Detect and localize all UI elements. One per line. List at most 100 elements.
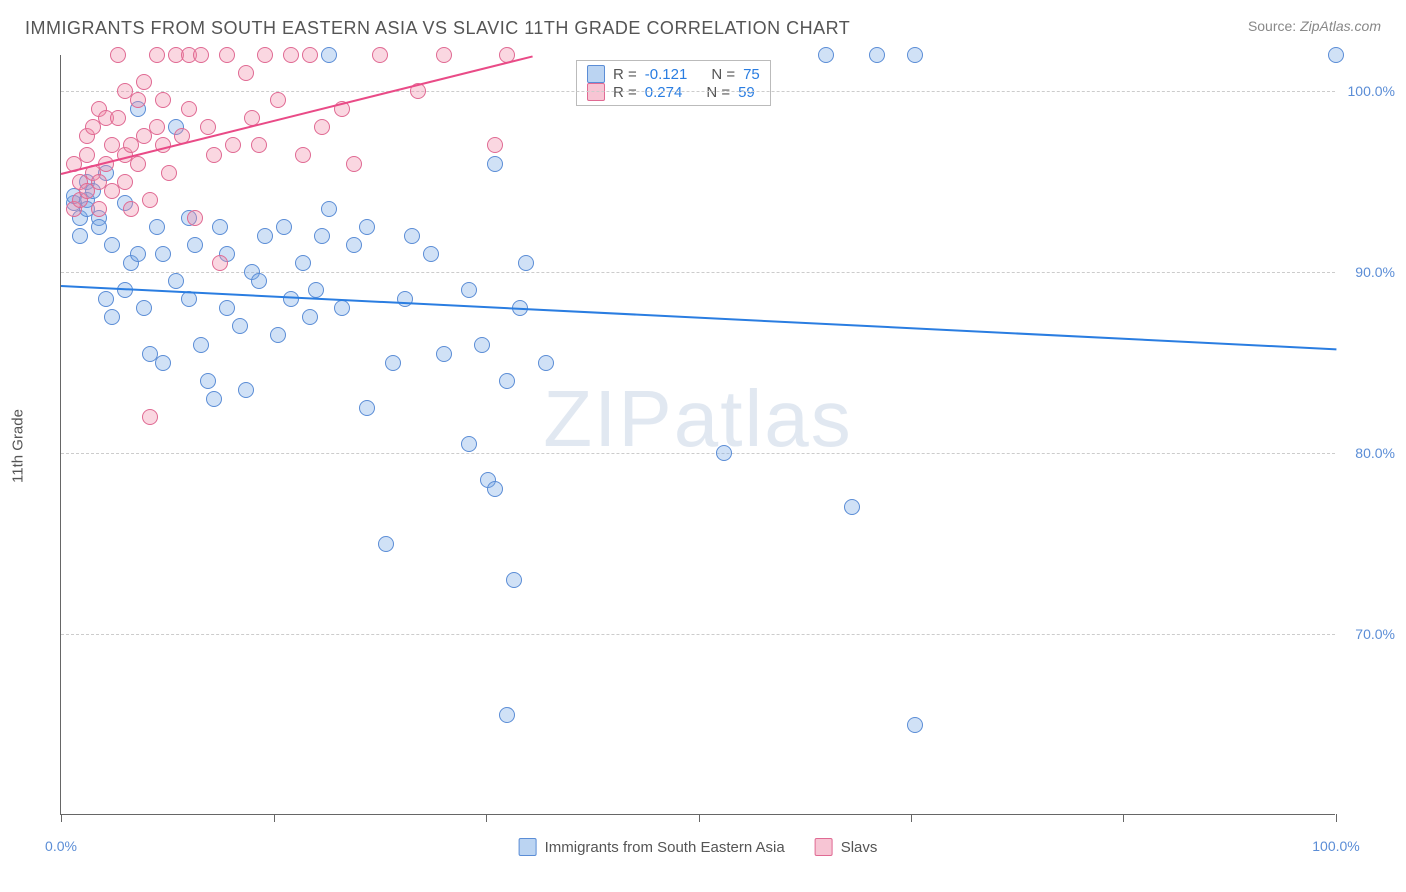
x-tick (1336, 814, 1337, 822)
scatter-point-pink (181, 101, 197, 117)
scatter-point-pink (487, 137, 503, 153)
scatter-point-pink (130, 92, 146, 108)
source-value: ZipAtlas.com (1300, 18, 1381, 34)
source-attribution: Source: ZipAtlas.com (1248, 18, 1381, 34)
scatter-point-blue (232, 318, 248, 334)
gridline (61, 453, 1335, 454)
scatter-point-blue (346, 237, 362, 253)
scatter-point-pink (314, 119, 330, 135)
x-tick (61, 814, 62, 822)
scatter-point-blue (314, 228, 330, 244)
scatter-point-blue (474, 337, 490, 353)
legend-swatch-pink (815, 838, 833, 856)
scatter-point-blue (359, 219, 375, 235)
legend-swatch-blue (587, 65, 605, 83)
scatter-point-blue (283, 291, 299, 307)
scatter-point-blue (818, 47, 834, 63)
scatter-point-blue (181, 291, 197, 307)
scatter-point-blue (155, 246, 171, 262)
scatter-point-blue (907, 717, 923, 733)
r-label: R = (613, 66, 637, 83)
scatter-point-pink (123, 201, 139, 217)
x-tick-label-max: 100.0% (1312, 838, 1359, 854)
scatter-point-pink (346, 156, 362, 172)
x-tick (699, 814, 700, 822)
scatter-point-blue (155, 355, 171, 371)
scatter-point-blue (844, 499, 860, 515)
correlation-stats-box: R =-0.121N =75R =0.274N =59 (576, 60, 771, 106)
scatter-point-blue (869, 47, 885, 63)
scatter-point-blue (907, 47, 923, 63)
scatter-point-blue (359, 400, 375, 416)
r-value: -0.121 (645, 66, 688, 83)
scatter-point-blue (251, 273, 267, 289)
trend-line-blue (61, 285, 1336, 350)
watermark: ZIPatlas (543, 373, 852, 465)
scatter-point-pink (91, 201, 107, 217)
scatter-point-pink (149, 47, 165, 63)
scatter-point-blue (136, 300, 152, 316)
n-value: 75 (743, 66, 760, 83)
x-tick-label-min: 0.0% (45, 838, 77, 854)
scatter-point-pink (136, 74, 152, 90)
scatter-point-pink (193, 47, 209, 63)
y-axis-label: 11th Grade (10, 409, 27, 483)
scatter-point-blue (487, 156, 503, 172)
scatter-point-blue (378, 536, 394, 552)
scatter-point-blue (168, 273, 184, 289)
watermark-atlas: atlas (674, 374, 853, 463)
scatter-point-pink (270, 92, 286, 108)
y-tick-label: 70.0% (1340, 626, 1395, 642)
scatter-point-blue (302, 309, 318, 325)
x-tick (486, 814, 487, 822)
scatter-point-blue (104, 309, 120, 325)
scatter-point-blue (200, 373, 216, 389)
y-tick-label: 100.0% (1340, 83, 1395, 99)
legend-swatch-blue (519, 838, 537, 856)
scatter-point-pink (372, 47, 388, 63)
scatter-point-blue (193, 337, 209, 353)
scatter-point-pink (295, 147, 311, 163)
scatter-point-blue (499, 707, 515, 723)
scatter-point-blue (219, 300, 235, 316)
scatter-point-blue (257, 228, 273, 244)
scatter-point-blue (321, 201, 337, 217)
scatter-point-pink (187, 210, 203, 226)
scatter-point-pink (142, 409, 158, 425)
scatter-point-pink (130, 156, 146, 172)
source-label: Source: (1248, 18, 1296, 34)
legend-item-blue: Immigrants from South Eastern Asia (519, 838, 785, 856)
scatter-point-blue (206, 391, 222, 407)
y-tick-label: 80.0% (1340, 445, 1395, 461)
scatter-point-pink (110, 110, 126, 126)
stats-row: R = -0.121 N = 75 (587, 65, 760, 83)
legend-label: Slavs (841, 839, 878, 856)
scatter-point-pink (149, 119, 165, 135)
scatter-point-blue (149, 219, 165, 235)
scatter-point-pink (257, 47, 273, 63)
scatter-point-blue (212, 219, 228, 235)
scatter-point-pink (79, 147, 95, 163)
scatter-point-pink (142, 192, 158, 208)
scatter-point-blue (499, 373, 515, 389)
scatter-point-blue (397, 291, 413, 307)
chart-title: IMMIGRANTS FROM SOUTH EASTERN ASIA VS SL… (25, 18, 850, 39)
scatter-point-blue (130, 246, 146, 262)
scatter-point-pink (206, 147, 222, 163)
scatter-point-blue (404, 228, 420, 244)
scatter-point-blue (518, 255, 534, 271)
scatter-point-blue (1328, 47, 1344, 63)
series-legend: Immigrants from South Eastern Asia Slavs (519, 838, 878, 856)
n-label: N = (711, 66, 735, 83)
legend-label: Immigrants from South Eastern Asia (545, 839, 785, 856)
scatter-point-blue (385, 355, 401, 371)
scatter-point-pink (225, 137, 241, 153)
gridline (61, 91, 1335, 92)
y-tick-label: 90.0% (1340, 264, 1395, 280)
scatter-point-blue (98, 291, 114, 307)
scatter-point-blue (238, 382, 254, 398)
scatter-point-blue (104, 237, 120, 253)
scatter-point-blue (308, 282, 324, 298)
x-tick (1123, 814, 1124, 822)
scatter-point-pink (302, 47, 318, 63)
